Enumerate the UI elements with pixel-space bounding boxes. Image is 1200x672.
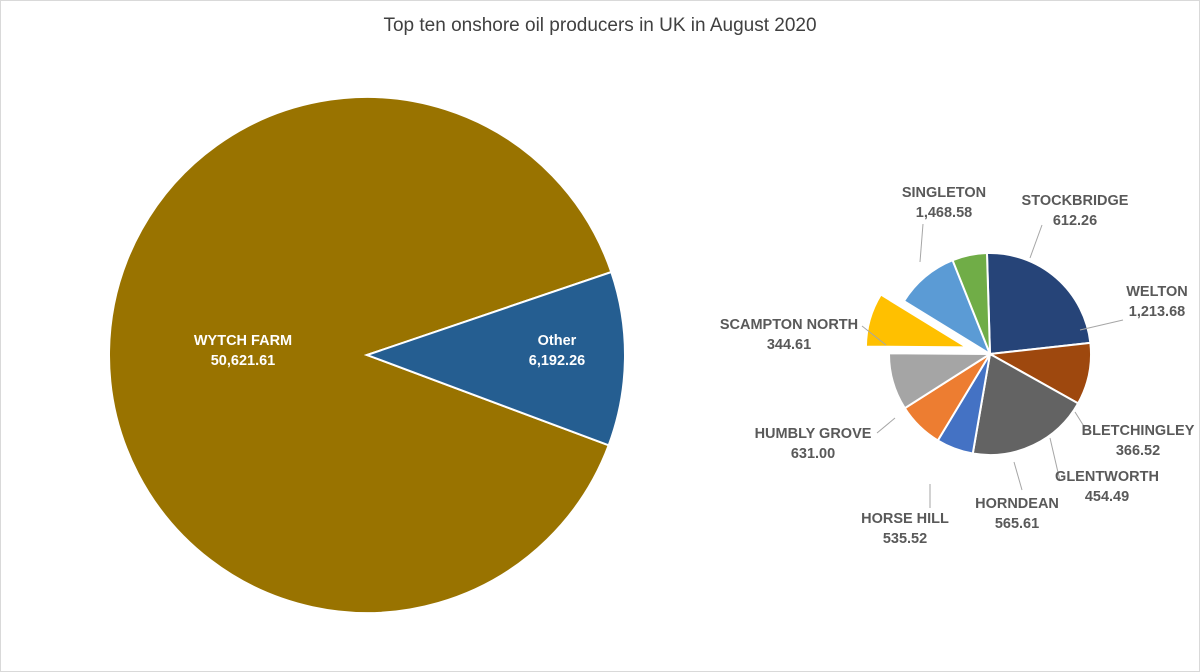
pie-slice-scampton-north xyxy=(951,252,991,355)
pie-slice-welton xyxy=(971,352,1080,456)
leader-line-bletchingley xyxy=(1074,411,1086,429)
pie-slice-wytch-farm xyxy=(108,96,613,614)
data-value-welton: 1,213.68 xyxy=(1129,304,1185,320)
data-label-other: Other xyxy=(538,333,577,349)
leader-line-singleton xyxy=(919,223,924,263)
leader-line-glentworth xyxy=(1049,437,1061,482)
pie-slice-horse-hill xyxy=(864,293,971,349)
chart-title: Top ten onshore oil producers in UK in A… xyxy=(383,15,817,36)
data-value-singleton: 1,468.58 xyxy=(916,205,972,221)
data-label-glentworth: GLENTWORTH xyxy=(1055,469,1159,485)
data-label-humbly-grove: HUMBLY GROVE xyxy=(755,426,872,442)
data-value-humbly-grove: 631.00 xyxy=(791,446,835,462)
leader-line-stockbridge xyxy=(1029,224,1043,259)
pie-slice-horndean xyxy=(887,352,994,410)
pie-slice-singleton xyxy=(985,252,1092,356)
data-label-singleton: SINGLETON xyxy=(902,185,986,201)
data-label-bletchingley: BLETCHINGLEY xyxy=(1082,423,1195,439)
pie-slice-other xyxy=(364,270,626,447)
data-value-scampton-north: 344.61 xyxy=(767,337,811,353)
data-label-stockbridge: STOCKBRIDGE xyxy=(1022,193,1129,209)
data-value-wytch-farm: 50,621.61 xyxy=(211,353,276,369)
data-label-horse-hill: HORSE HILL xyxy=(861,511,949,527)
data-label-horndean: HORNDEAN xyxy=(975,496,1059,512)
data-label-welton: WELTON xyxy=(1126,284,1187,300)
leader-line-scampton-north xyxy=(861,325,887,346)
leader-line-horndean xyxy=(1013,461,1023,491)
leader-line-humbly-grove xyxy=(876,417,896,434)
data-value-stockbridge: 612.26 xyxy=(1053,213,1097,229)
data-value-glentworth: 454.49 xyxy=(1085,489,1129,505)
data-label-scampton-north: SCAMPTON NORTH xyxy=(720,317,858,333)
data-value-horse-hill: 535.52 xyxy=(883,531,927,547)
data-value-bletchingley: 366.52 xyxy=(1116,443,1160,459)
leader-line-welton xyxy=(1079,319,1124,331)
data-value-horndean: 565.61 xyxy=(995,516,1039,532)
data-label-wytch-farm: WYTCH FARM xyxy=(194,333,292,349)
data-value-other: 6,192.26 xyxy=(529,353,585,369)
